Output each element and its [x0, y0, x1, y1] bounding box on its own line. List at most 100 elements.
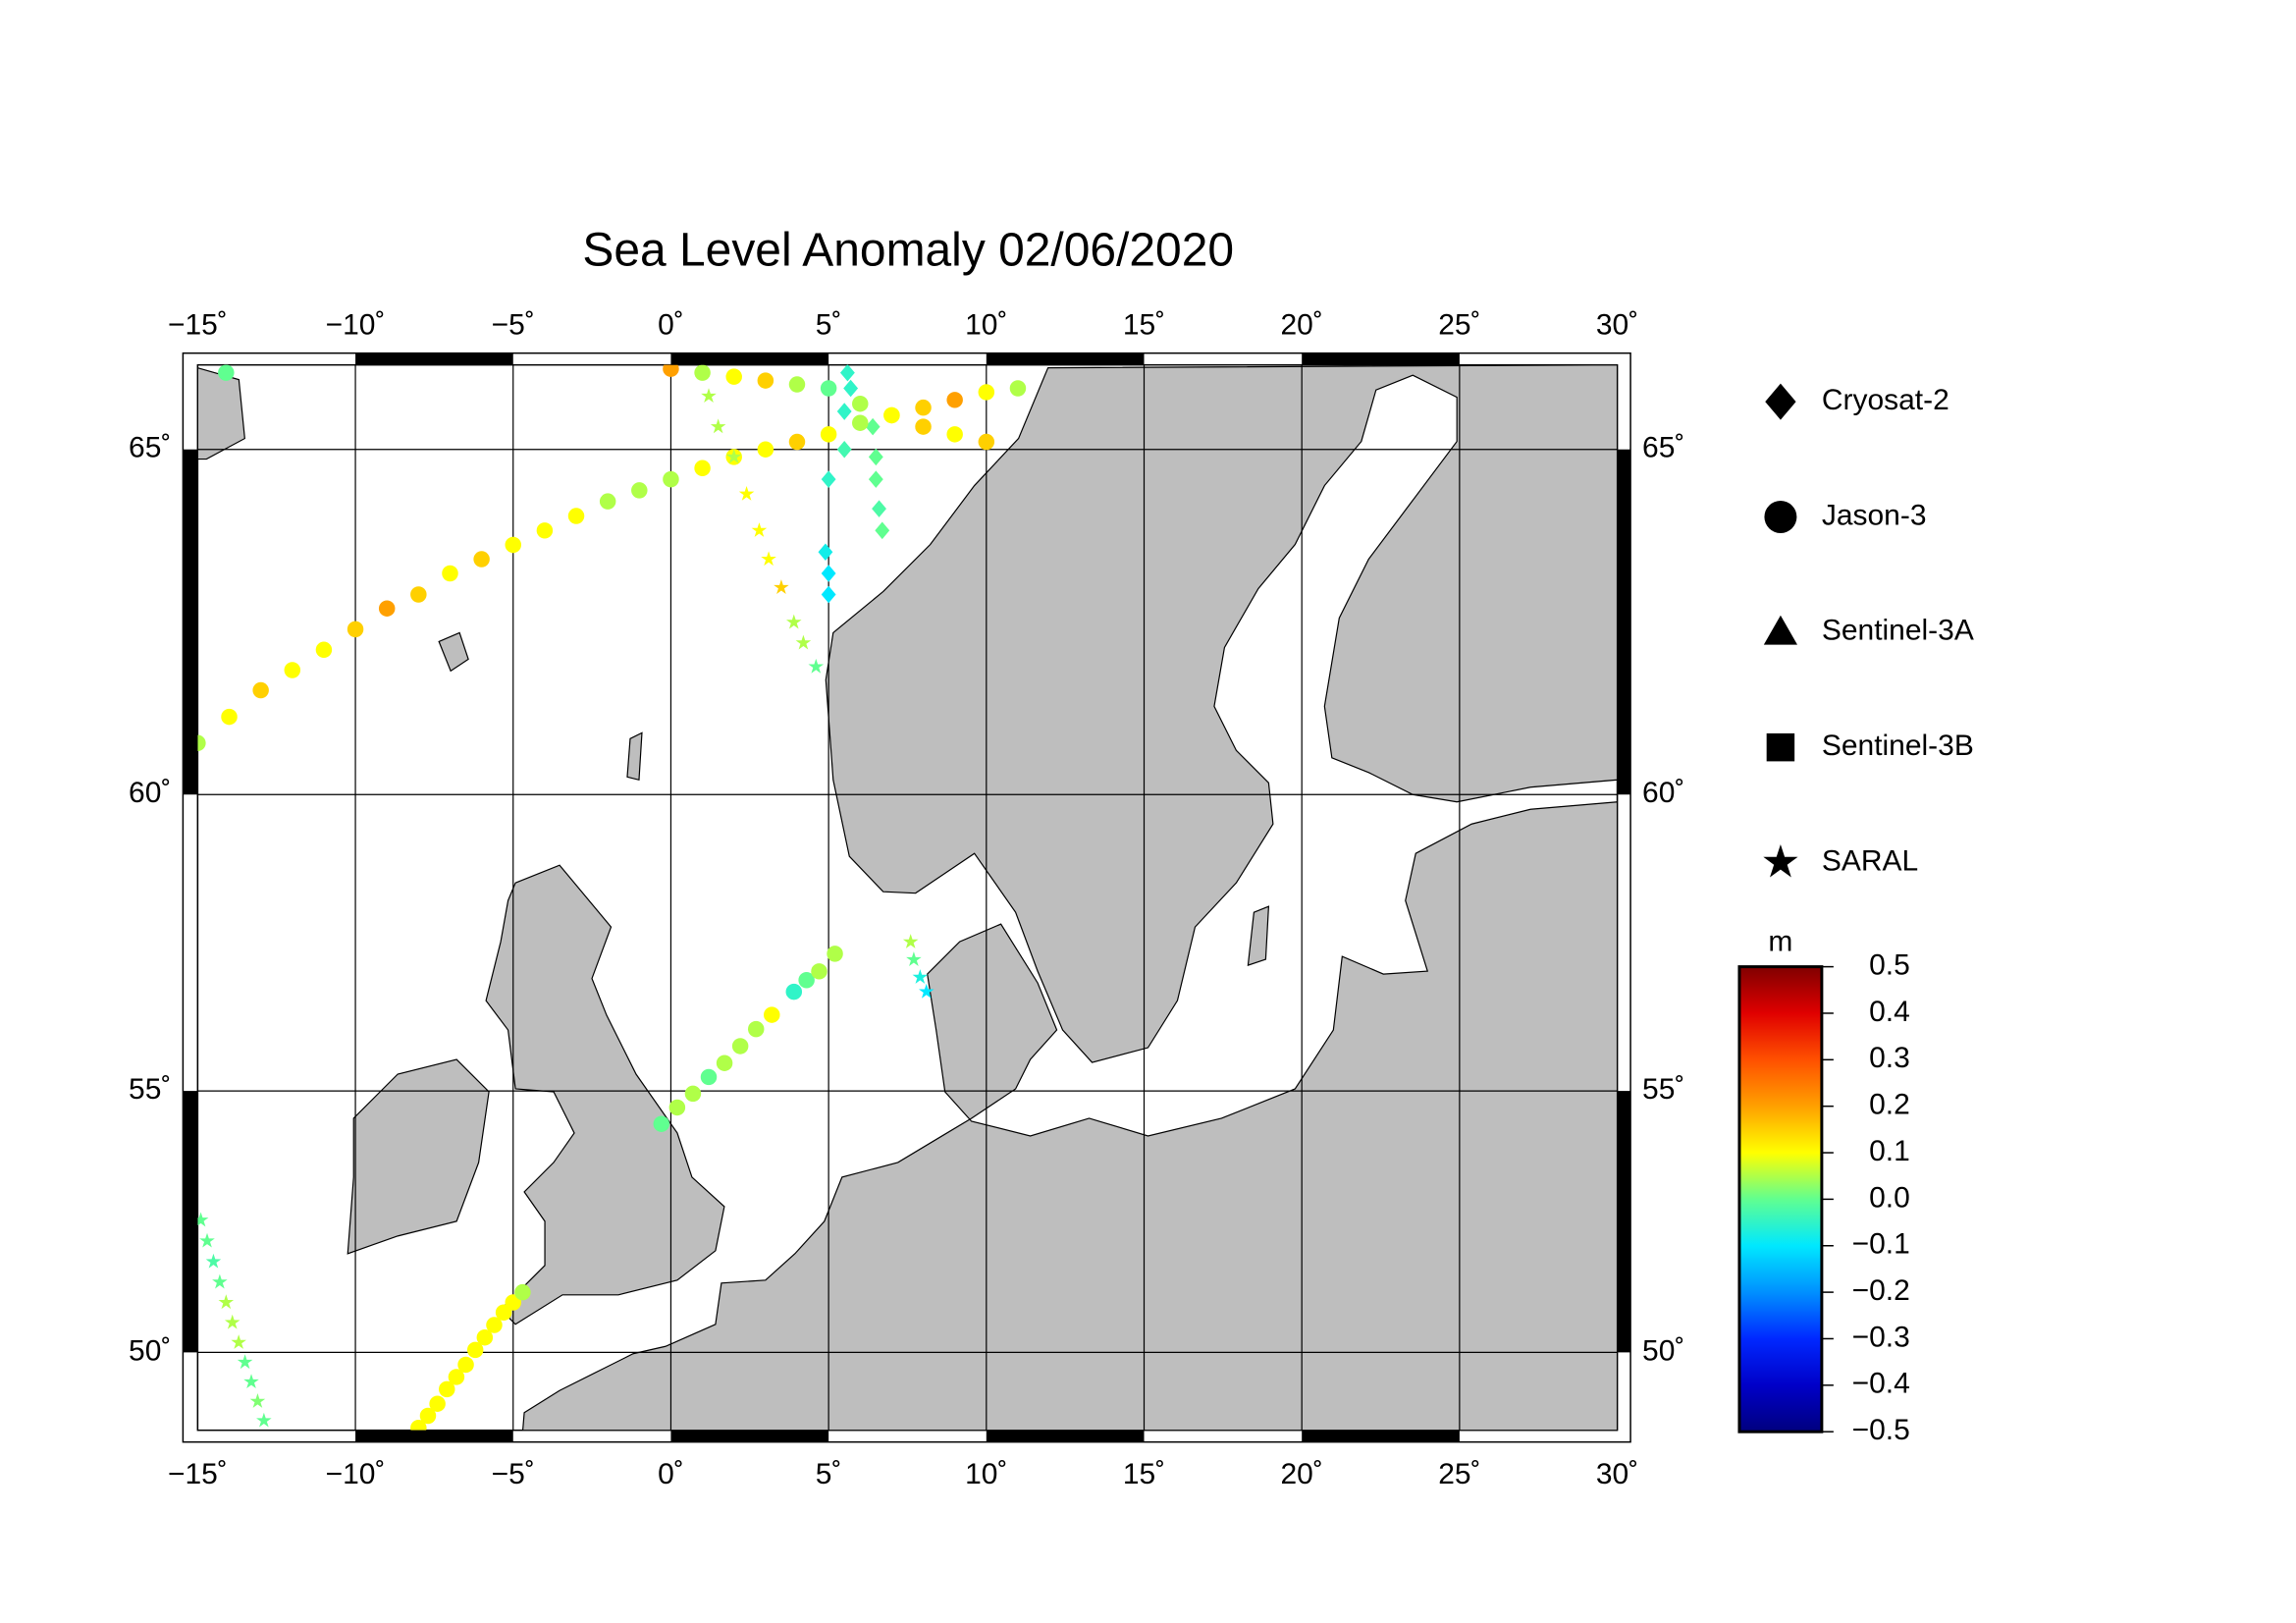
- legend-symbol: [1766, 732, 1795, 762]
- data-point: [852, 395, 869, 412]
- data-point: [221, 708, 238, 726]
- data-point: [663, 470, 679, 488]
- data-point: [751, 522, 768, 537]
- data-point: [788, 376, 806, 393]
- chart-title: Sea Level Anomaly 02/06/2020: [582, 224, 1234, 276]
- ireland: [347, 1058, 490, 1255]
- data-point: [808, 658, 825, 674]
- great-britain: [485, 864, 725, 1325]
- data-point: [457, 1356, 474, 1374]
- frame-band: [1302, 352, 1460, 365]
- colorbar-label: m: [1768, 926, 1792, 958]
- data-point: [839, 364, 855, 382]
- colorbar-tick-label: −0.5: [1852, 1414, 1910, 1446]
- shetland: [626, 731, 643, 782]
- legend-symbol: [1763, 615, 1797, 645]
- data-point: [473, 551, 490, 568]
- frame-band: [183, 449, 198, 795]
- data-point: [694, 460, 711, 477]
- x-tick-label: 5˚: [816, 1458, 842, 1490]
- scandinavia: [825, 364, 1618, 1063]
- legend-symbol: [1763, 843, 1798, 878]
- data-point: [798, 971, 815, 989]
- x-tick-label: 15˚: [1123, 1458, 1165, 1490]
- x-tick-label: 30˚: [1596, 309, 1638, 342]
- data-point: [378, 600, 396, 617]
- data-point: [811, 963, 828, 980]
- data-point: [872, 500, 886, 517]
- frame-band: [1617, 449, 1631, 795]
- frame-band: [986, 352, 1145, 365]
- data-point: [827, 946, 843, 962]
- legend-label: SARAL: [1822, 844, 1918, 877]
- data-point: [663, 364, 679, 377]
- y-tick-label: 65˚: [1642, 432, 1684, 464]
- data-point: [448, 1369, 465, 1385]
- colorbar-scale: [1737, 965, 1824, 1434]
- data-point: [788, 433, 806, 451]
- y-tick-label: 55˚: [1642, 1073, 1684, 1106]
- data-point: [197, 1212, 209, 1227]
- colorbar-tick-label: 0.2: [1869, 1089, 1910, 1121]
- frame-band: [1617, 1091, 1631, 1353]
- data-point: [505, 1294, 521, 1311]
- data-point: [439, 1380, 455, 1398]
- data-point: [757, 372, 774, 389]
- colorbar-tick-label: 0.0: [1869, 1181, 1910, 1214]
- data-point: [795, 634, 812, 650]
- data-point: [514, 1283, 531, 1301]
- x-tick-label: −5˚: [492, 1458, 535, 1490]
- x-tick-label: 0˚: [658, 309, 684, 342]
- data-point: [631, 482, 648, 499]
- data-point: [256, 1412, 272, 1428]
- legend-label: Sentinel-3B: [1822, 730, 1974, 762]
- data-point: [978, 384, 995, 401]
- data-point: [410, 1419, 427, 1431]
- x-tick-label: 15˚: [1123, 309, 1165, 342]
- y-tick-label: 50˚: [1642, 1334, 1684, 1367]
- data-point: [764, 1006, 780, 1023]
- x-tick-label: 25˚: [1438, 309, 1480, 342]
- data-point: [820, 426, 837, 443]
- data-point: [785, 983, 803, 1001]
- colorbar: m 0.5 0.4 0.3 0.2 0.1 0.0 −0.1 −0.2 −0.3 −0.4 −0.5: [1737, 926, 1910, 1446]
- y-tick-label: 55˚: [129, 1073, 171, 1106]
- data-point: [725, 449, 742, 463]
- data-point: [868, 448, 883, 466]
- data-point: [820, 380, 837, 397]
- data-point: [757, 441, 774, 458]
- data-point: [567, 508, 585, 524]
- data-point: [231, 1334, 246, 1349]
- gotland: [1247, 905, 1270, 966]
- y-tick-label: 65˚: [129, 432, 171, 464]
- data-point: [205, 1253, 222, 1269]
- data-point: [237, 1354, 253, 1370]
- data-point: [429, 1395, 446, 1412]
- data-point: [347, 621, 364, 638]
- legend: Cryosat-2 Jason-3 Sentinel-3A Sentinel-3B SA…: [1763, 383, 1974, 878]
- colorbar-tick-label: −0.2: [1852, 1274, 1910, 1307]
- x-tick-label: 25˚: [1438, 1458, 1480, 1490]
- data-point: [252, 681, 269, 699]
- data-point: [883, 406, 900, 424]
- data-point: [761, 551, 776, 567]
- land: [197, 364, 1618, 1431]
- data-point: [912, 969, 929, 984]
- data-point: [410, 586, 427, 603]
- x-tick-label: 20˚: [1281, 309, 1323, 342]
- data-point: [821, 585, 836, 604]
- data-point: [915, 399, 932, 416]
- data-point: [668, 1099, 686, 1116]
- data-point: [315, 641, 333, 659]
- data-point: [710, 418, 726, 434]
- data-point: [599, 493, 616, 510]
- data-point: [785, 614, 802, 629]
- legend-label: Cryosat-2: [1822, 384, 1949, 416]
- data-point: [486, 1317, 503, 1333]
- x-tick-label: −5˚: [492, 309, 535, 342]
- data-point: [701, 388, 717, 403]
- x-tick-label: 30˚: [1596, 1458, 1638, 1490]
- data-point: [915, 418, 932, 435]
- data-point: [946, 392, 963, 408]
